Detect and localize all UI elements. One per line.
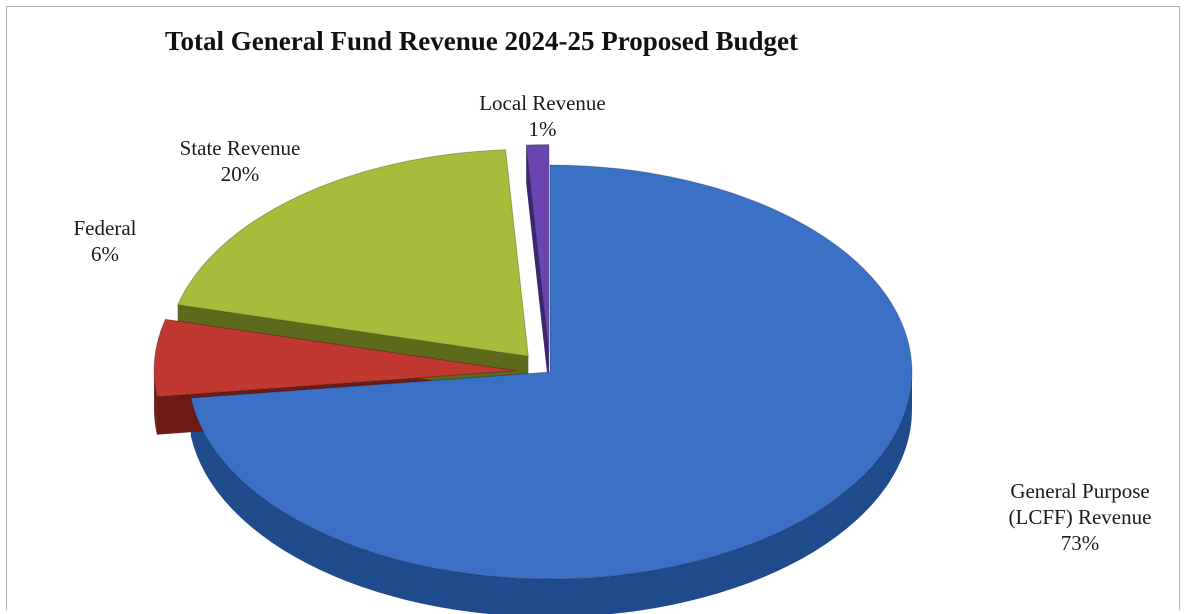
pie-slice-side-general-purpose (190, 372, 912, 614)
pie-slice-local-revenue (525, 144, 550, 352)
pie-slice-state-revenue (176, 149, 529, 357)
slice-pct-label: 1% (528, 117, 557, 141)
slice-label-federal: Federal 6% (50, 215, 160, 267)
slice-label-general-purpose: General Purpose (LCFF) Revenue 73% (985, 478, 1175, 556)
slice-pct-label: 6% (91, 242, 119, 266)
slice-label-line: Local Revenue (479, 91, 606, 115)
pie-slice-side-federal (154, 370, 157, 435)
slice-pct-label: 20% (220, 162, 260, 186)
slice-label-line: State Revenue (179, 136, 301, 160)
slice-label-line: General Purpose (1010, 479, 1150, 503)
slice-label-state-revenue: State Revenue 20% (150, 135, 330, 187)
pie-slice-general-purpose (190, 164, 913, 580)
slice-label-line: Federal (73, 216, 137, 240)
chart-title: Total General Fund Revenue 2024-25 Propo… (165, 26, 799, 56)
slice-label-local-revenue: Local Revenue 1% (450, 90, 635, 142)
slice-label-line: (LCFF) Revenue (1008, 505, 1152, 529)
pie-slice-cut-local-revenue (526, 145, 549, 390)
slice-pct-label: 73% (1060, 531, 1100, 555)
pie-slice-federal (153, 318, 517, 398)
